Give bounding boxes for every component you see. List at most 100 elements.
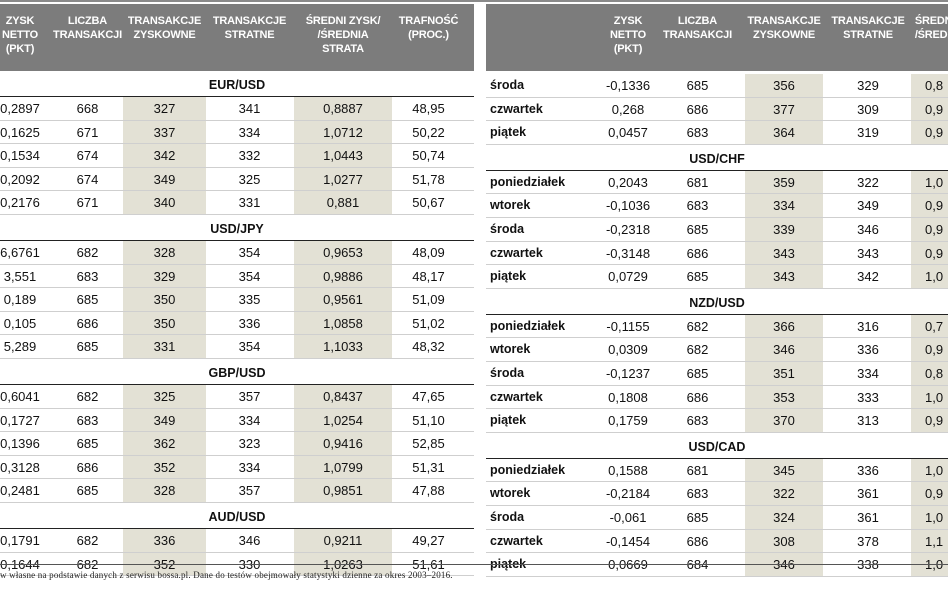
table-cell: 671 — [76, 124, 99, 140]
table-cell: 686 — [686, 245, 709, 261]
weekday-label: czwartek — [490, 389, 543, 404]
table-cell: 336 — [857, 342, 879, 358]
right-header-bar: ZYSK NETTO (PKT) LICZBA TRANSAKCJI TRANSAKCJE… — [486, 4, 948, 71]
table-row: środa -0,1336 685 356 329 0,8 — [0, 74, 948, 98]
table-cell: 0,6041 — [0, 389, 40, 404]
table-cell: 48,32 — [412, 339, 445, 355]
table-cell: 322 — [857, 174, 879, 190]
table-cell: 325 — [238, 171, 261, 187]
table-cell: 51,02 — [412, 315, 445, 331]
row-rule — [0, 551, 474, 553]
table-cell: 1,0858 — [294, 311, 392, 335]
table-cell: 0,9 — [911, 97, 948, 121]
table-cell: 674 — [76, 171, 99, 187]
table-row: 0,1396 685 362 323 0,9416 52,85 — [0, 432, 474, 456]
pair-heading: EUR/USD — [208, 78, 266, 92]
table-cell: 353 — [745, 385, 823, 409]
table-cell: 6,6761 — [0, 245, 40, 260]
table-cell: 0,0309 — [608, 342, 648, 358]
table-cell: 0,9 — [911, 241, 948, 265]
table-cell: 686 — [686, 533, 709, 549]
table-cell: 0,2092 — [0, 171, 40, 187]
table-row: środa -0,2318 685 339 346 0,9 — [0, 218, 948, 242]
table-cell: 0,9561 — [294, 288, 392, 311]
table-cell: 324 — [745, 506, 823, 529]
table-cell: 686 — [76, 315, 99, 331]
table-cell: 313 — [857, 413, 879, 429]
table-cell: 50,22 — [412, 124, 445, 140]
column-header: TRAFNOŚĆ (PROC.) — [398, 15, 459, 41]
weekday-label: piątek — [490, 125, 527, 140]
table-row: czwartek -0,1454 686 308 378 1,1 — [0, 529, 948, 554]
row-rule — [486, 143, 948, 145]
table-cell: 0,8 — [911, 362, 948, 385]
row-rule — [0, 501, 474, 503]
row-rule — [0, 431, 474, 433]
table-cell: 0,1588 — [608, 462, 648, 478]
row-rule — [486, 264, 948, 266]
table-cell: 682 — [686, 318, 709, 334]
weekday-label: czwartek — [490, 533, 543, 548]
table-row: czwartek -0,3148 686 343 343 0,9 — [0, 241, 948, 266]
table-cell: 329 — [857, 78, 879, 93]
table-cell: 682 — [76, 389, 99, 404]
table-row: 0,2176 671 340 331 0,881 50,67 — [0, 191, 474, 215]
table-cell: 683 — [686, 198, 709, 214]
table-cell: 1,0 — [911, 385, 948, 409]
table-cell: 51,78 — [412, 171, 445, 187]
row-rule — [486, 193, 948, 195]
row-rule — [0, 478, 474, 480]
table-cell: 682 — [76, 533, 99, 548]
source-footnote: w własne na podstawie danych z serwisu b… — [0, 570, 453, 580]
table-cell: 674 — [76, 148, 99, 164]
table-cell: -0,1237 — [605, 366, 651, 381]
table-cell: 47,65 — [412, 389, 445, 404]
table-cell: 686 — [686, 389, 709, 405]
table-cell: -0,061 — [609, 510, 647, 525]
table-cell: 0,9653 — [294, 241, 392, 264]
table-row: 0,1727 683 349 334 1,0254 51,10 — [0, 408, 474, 433]
table-cell: 0,9 — [911, 218, 948, 241]
table-cell: 51,09 — [412, 292, 445, 308]
row-rule — [0, 119, 474, 121]
row-rule — [486, 216, 948, 218]
row-rule — [0, 575, 474, 577]
table-cell: 341 — [238, 101, 261, 116]
table-cell: -0,1155 — [606, 318, 650, 334]
table-cell: 325 — [123, 385, 206, 408]
table-cell: 349 — [123, 167, 206, 191]
table-row: czwartek 0,268 686 377 309 0,9 — [0, 97, 948, 122]
table-cell: 0,0729 — [608, 269, 648, 285]
table-cell: 354 — [238, 268, 261, 284]
table-cell: 683 — [686, 413, 709, 429]
table-cell: 378 — [857, 533, 879, 549]
table-row: poniedziałek 0,1588 681 345 336 1,0 — [0, 458, 948, 483]
table-cell: 322 — [745, 482, 823, 505]
column-header: TRANSAKCJE ZYSKOWNE — [127, 15, 202, 41]
row-rule — [486, 431, 948, 433]
row-rule — [0, 334, 474, 336]
row-rule — [486, 96, 948, 98]
column-header: TRANSAKCJE ZYSKOWNE — [747, 15, 821, 41]
table-row: 0,3128 686 352 334 1,0799 51,31 — [0, 455, 474, 480]
table-cell: 0,1625 — [0, 124, 40, 140]
table-row: 0,189 685 350 335 0,9561 51,09 — [0, 288, 474, 312]
table-cell: 0,2043 — [608, 174, 648, 190]
left-header-bar: ZYSK NETTO (PKT) LICZBA TRANSAKCJI TRANSAKCJE… — [0, 4, 474, 71]
weekday-label: poniedziałek — [490, 318, 566, 333]
pair-heading: USD/JPY — [210, 222, 264, 236]
row-rule — [0, 190, 474, 192]
table-cell: 5,289 — [3, 339, 37, 355]
pair-rule — [486, 457, 948, 459]
pair-rule — [486, 169, 948, 171]
table-cell: 685 — [686, 78, 709, 93]
table-cell: 686 — [76, 459, 99, 475]
table-cell: 0,2481 — [0, 483, 40, 499]
table-cell: -0,1036 — [605, 198, 651, 214]
table-cell: 0,189 — [3, 292, 37, 308]
table-cell: 328 — [123, 479, 206, 502]
table-row: czwartek 0,1808 686 353 333 1,0 — [0, 385, 948, 410]
table-cell: 0,9 — [911, 194, 948, 217]
column-header: LICZBA TRANSAKCJI — [663, 15, 732, 41]
table-cell: 681 — [686, 174, 709, 190]
